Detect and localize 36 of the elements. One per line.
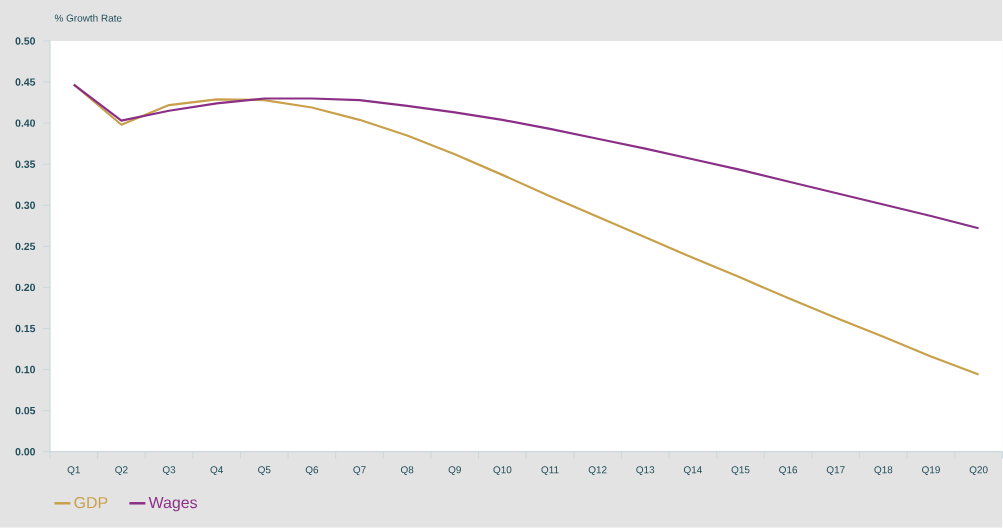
x-tick-label: Q5 bbox=[258, 466, 271, 476]
y-tick-label: 0.20 bbox=[15, 283, 36, 292]
x-tick-label: Q9 bbox=[448, 466, 461, 476]
x-tick-label: Q13 bbox=[636, 466, 655, 476]
legend-label: GDP bbox=[74, 497, 108, 509]
x-tick-label: Q19 bbox=[922, 466, 940, 476]
x-tick-label: Q16 bbox=[779, 466, 798, 476]
x-tick-label: Q12 bbox=[588, 466, 607, 476]
x-tick-label: Q2 bbox=[115, 466, 128, 476]
x-tick-label: Q14 bbox=[683, 466, 702, 476]
line-series bbox=[72, 83, 980, 376]
x-tick-label: Q7 bbox=[353, 466, 366, 476]
y-tick-label: 0.00 bbox=[15, 448, 36, 456]
y-tick-label: 0.35 bbox=[15, 160, 36, 169]
x-tick-label: Q1 bbox=[67, 466, 80, 476]
x-tick-label: Q4 bbox=[210, 466, 223, 476]
x-tick-label: Q15 bbox=[731, 466, 750, 476]
y-tick-label: 0.05 bbox=[15, 407, 36, 415]
x-tick-label: Q10 bbox=[493, 466, 512, 476]
y-tick-label: 0.45 bbox=[15, 78, 36, 86]
y-tick-label: 0.25 bbox=[15, 242, 36, 251]
x-tick-label: Q20 bbox=[969, 466, 988, 476]
x-tick-label: Q3 bbox=[162, 466, 176, 476]
y-tick-label: 0.40 bbox=[15, 119, 36, 127]
y-tick-label: 0.15 bbox=[15, 324, 36, 333]
y-tick-label: 0.10 bbox=[15, 366, 36, 374]
x-tick-label: Q8 bbox=[400, 466, 414, 476]
legend-label: Wages bbox=[148, 497, 198, 512]
x-tick-label: Q11 bbox=[541, 466, 559, 476]
y-axis-title: % Growth Rate bbox=[54, 14, 122, 22]
x-tick-label: Q17 bbox=[826, 466, 845, 476]
y-tick-label: 0.50 bbox=[15, 37, 36, 45]
y-tick-label: 0.30 bbox=[15, 201, 36, 210]
x-tick-label: Q18 bbox=[874, 466, 893, 476]
line-series bbox=[72, 83, 980, 230]
x-tick-label: Q6 bbox=[305, 466, 319, 476]
